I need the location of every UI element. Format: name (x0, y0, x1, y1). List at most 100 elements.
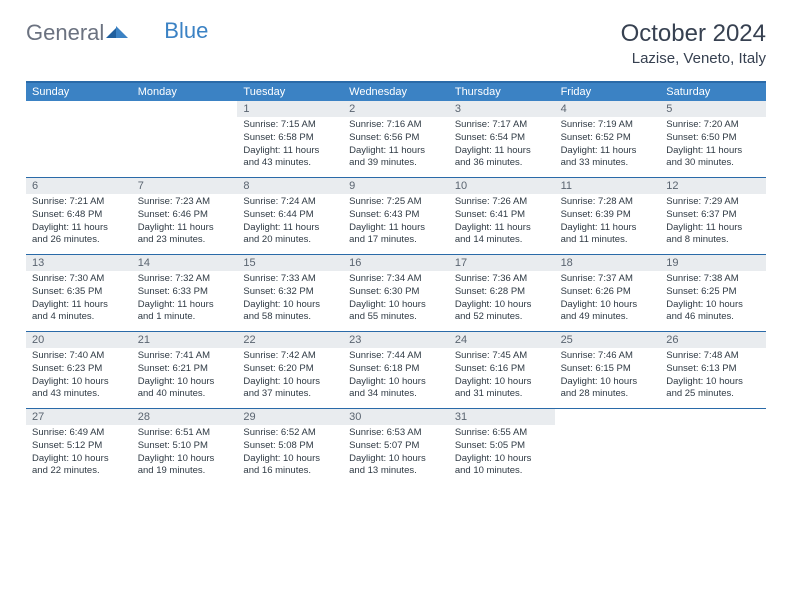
calendar: Sunday Monday Tuesday Wednesday Thursday… (26, 81, 766, 485)
sunset-text: Sunset: 6:56 PM (349, 132, 443, 145)
sunset-text: Sunset: 6:32 PM (243, 286, 337, 299)
day-cell: 10Sunrise: 7:26 AMSunset: 6:41 PMDayligh… (449, 178, 555, 254)
day-cell: .. (555, 409, 661, 485)
sunset-text: Sunset: 6:50 PM (666, 132, 760, 145)
day-body: Sunrise: 7:33 AMSunset: 6:32 PMDaylight:… (237, 271, 343, 330)
day-body: Sunrise: 7:34 AMSunset: 6:30 PMDaylight:… (343, 271, 449, 330)
day-cell: 27Sunrise: 6:49 AMSunset: 5:12 PMDayligh… (26, 409, 132, 485)
day-number: 4 (555, 101, 661, 117)
day-cell: 24Sunrise: 7:45 AMSunset: 6:16 PMDayligh… (449, 332, 555, 408)
day-number: 12 (660, 178, 766, 194)
day-body: Sunrise: 7:38 AMSunset: 6:25 PMDaylight:… (660, 271, 766, 330)
day-number: 23 (343, 332, 449, 348)
logo: General Blue (26, 20, 208, 46)
day-body: Sunrise: 7:32 AMSunset: 6:33 PMDaylight:… (132, 271, 238, 330)
day-cell: .. (660, 409, 766, 485)
sunset-text: Sunset: 6:58 PM (243, 132, 337, 145)
day-cell: 26Sunrise: 7:48 AMSunset: 6:13 PMDayligh… (660, 332, 766, 408)
sunrise-text: Sunrise: 7:29 AM (666, 196, 760, 209)
day-cell: 8Sunrise: 7:24 AMSunset: 6:44 PMDaylight… (237, 178, 343, 254)
sunset-text: Sunset: 6:39 PM (561, 209, 655, 222)
dow-sunday: Sunday (26, 83, 132, 101)
daylight-text: Daylight: 11 hours and 1 minute. (138, 299, 232, 325)
daylight-text: Daylight: 11 hours and 11 minutes. (561, 222, 655, 248)
daylight-text: Daylight: 11 hours and 33 minutes. (561, 145, 655, 171)
day-body: Sunrise: 6:53 AMSunset: 5:07 PMDaylight:… (343, 425, 449, 484)
day-number: 30 (343, 409, 449, 425)
sunset-text: Sunset: 5:07 PM (349, 440, 443, 453)
day-number: 3 (449, 101, 555, 117)
sunrise-text: Sunrise: 6:52 AM (243, 427, 337, 440)
daylight-text: Daylight: 11 hours and 23 minutes. (138, 222, 232, 248)
day-body: Sunrise: 7:45 AMSunset: 6:16 PMDaylight:… (449, 348, 555, 407)
sunset-text: Sunset: 6:21 PM (138, 363, 232, 376)
sunset-text: Sunset: 6:43 PM (349, 209, 443, 222)
day-number: 29 (237, 409, 343, 425)
daylight-text: Daylight: 11 hours and 4 minutes. (32, 299, 126, 325)
day-body: Sunrise: 7:30 AMSunset: 6:35 PMDaylight:… (26, 271, 132, 330)
day-number: 6 (26, 178, 132, 194)
sunset-text: Sunset: 6:30 PM (349, 286, 443, 299)
daylight-text: Daylight: 10 hours and 34 minutes. (349, 376, 443, 402)
day-number: 27 (26, 409, 132, 425)
day-cell: 19Sunrise: 7:38 AMSunset: 6:25 PMDayligh… (660, 255, 766, 331)
sunset-text: Sunset: 6:46 PM (138, 209, 232, 222)
daylight-text: Daylight: 10 hours and 55 minutes. (349, 299, 443, 325)
sunrise-text: Sunrise: 6:51 AM (138, 427, 232, 440)
day-cell: 17Sunrise: 7:36 AMSunset: 6:28 PMDayligh… (449, 255, 555, 331)
dow-monday: Monday (132, 83, 238, 101)
day-body: Sunrise: 7:41 AMSunset: 6:21 PMDaylight:… (132, 348, 238, 407)
day-number: 11 (555, 178, 661, 194)
sunset-text: Sunset: 6:37 PM (666, 209, 760, 222)
day-number: 2 (343, 101, 449, 117)
sunrise-text: Sunrise: 6:53 AM (349, 427, 443, 440)
day-cell: 25Sunrise: 7:46 AMSunset: 6:15 PMDayligh… (555, 332, 661, 408)
daylight-text: Daylight: 11 hours and 8 minutes. (666, 222, 760, 248)
day-cell: .. (26, 101, 132, 177)
day-body: Sunrise: 6:52 AMSunset: 5:08 PMDaylight:… (237, 425, 343, 484)
sunset-text: Sunset: 6:25 PM (666, 286, 760, 299)
day-body: Sunrise: 7:26 AMSunset: 6:41 PMDaylight:… (449, 194, 555, 253)
dow-tuesday: Tuesday (237, 83, 343, 101)
day-body: Sunrise: 6:49 AMSunset: 5:12 PMDaylight:… (26, 425, 132, 484)
day-body: Sunrise: 7:15 AMSunset: 6:58 PMDaylight:… (237, 117, 343, 176)
dow-thursday: Thursday (449, 83, 555, 101)
sunset-text: Sunset: 6:35 PM (32, 286, 126, 299)
day-body: Sunrise: 7:36 AMSunset: 6:28 PMDaylight:… (449, 271, 555, 330)
day-number: 26 (660, 332, 766, 348)
day-number: 28 (132, 409, 238, 425)
day-number: 24 (449, 332, 555, 348)
sunrise-text: Sunrise: 7:20 AM (666, 119, 760, 132)
day-cell: 7Sunrise: 7:23 AMSunset: 6:46 PMDaylight… (132, 178, 238, 254)
dow-saturday: Saturday (660, 83, 766, 101)
sunrise-text: Sunrise: 7:34 AM (349, 273, 443, 286)
day-cell: 23Sunrise: 7:44 AMSunset: 6:18 PMDayligh… (343, 332, 449, 408)
day-cell: 5Sunrise: 7:20 AMSunset: 6:50 PMDaylight… (660, 101, 766, 177)
day-body: Sunrise: 7:37 AMSunset: 6:26 PMDaylight:… (555, 271, 661, 330)
week-row: 20Sunrise: 7:40 AMSunset: 6:23 PMDayligh… (26, 331, 766, 408)
sunrise-text: Sunrise: 7:41 AM (138, 350, 232, 363)
sunset-text: Sunset: 6:20 PM (243, 363, 337, 376)
day-cell: 16Sunrise: 7:34 AMSunset: 6:30 PMDayligh… (343, 255, 449, 331)
sunrise-text: Sunrise: 7:46 AM (561, 350, 655, 363)
daylight-text: Daylight: 10 hours and 16 minutes. (243, 453, 337, 479)
day-number: 22 (237, 332, 343, 348)
sunrise-text: Sunrise: 7:32 AM (138, 273, 232, 286)
sunrise-text: Sunrise: 7:42 AM (243, 350, 337, 363)
sunrise-text: Sunrise: 7:40 AM (32, 350, 126, 363)
sunset-text: Sunset: 6:26 PM (561, 286, 655, 299)
logo-text-1: General (26, 20, 104, 46)
sunset-text: Sunset: 6:44 PM (243, 209, 337, 222)
day-body: Sunrise: 7:17 AMSunset: 6:54 PMDaylight:… (449, 117, 555, 176)
day-body: Sunrise: 7:25 AMSunset: 6:43 PMDaylight:… (343, 194, 449, 253)
sunset-text: Sunset: 6:28 PM (455, 286, 549, 299)
day-body: Sunrise: 7:29 AMSunset: 6:37 PMDaylight:… (660, 194, 766, 253)
day-cell: .. (132, 101, 238, 177)
sunrise-text: Sunrise: 7:45 AM (455, 350, 549, 363)
day-number: 15 (237, 255, 343, 271)
sunset-text: Sunset: 6:13 PM (666, 363, 760, 376)
dow-row: Sunday Monday Tuesday Wednesday Thursday… (26, 83, 766, 101)
sunrise-text: Sunrise: 7:28 AM (561, 196, 655, 209)
daylight-text: Daylight: 11 hours and 26 minutes. (32, 222, 126, 248)
sunset-text: Sunset: 6:48 PM (32, 209, 126, 222)
